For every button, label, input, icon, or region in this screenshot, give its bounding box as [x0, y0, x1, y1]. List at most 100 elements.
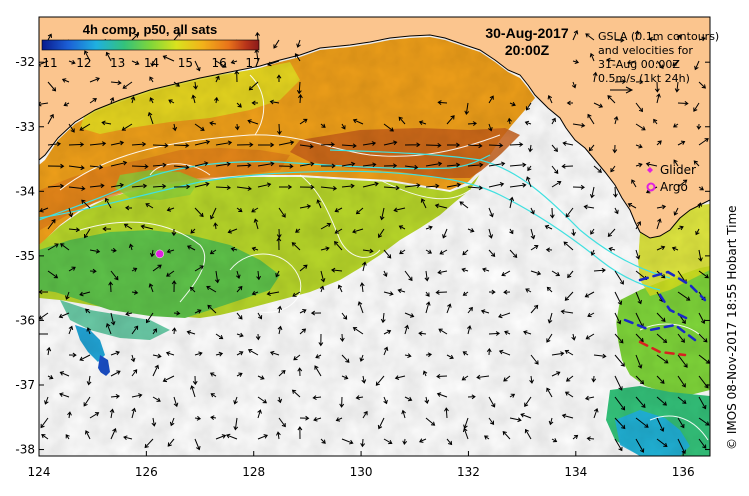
velocity-arrow: [435, 289, 448, 295]
velocity-arrow: [446, 142, 461, 148]
velocity-arrow: [104, 197, 112, 209]
velocity-arrow: [585, 333, 595, 340]
velocity-arrow: [606, 57, 616, 63]
velocity-arrow: [564, 291, 574, 301]
velocity-arrow: [320, 142, 335, 147]
velocity-arrow: [131, 407, 137, 419]
velocity-arrow: [562, 141, 574, 146]
velocity-arrow: [425, 142, 442, 148]
velocity-arrow: [672, 60, 679, 67]
velocity-arrow: [236, 207, 243, 213]
velocity-arrow: [696, 123, 702, 130]
velocity-arrow: [402, 438, 408, 445]
velocity-arrow: [67, 411, 72, 419]
velocity-arrow: [152, 162, 167, 168]
velocity-arrow: [339, 333, 345, 342]
velocity-arrow: [695, 228, 700, 236]
velocity-arrow: [380, 312, 386, 324]
velocity-arrow: [635, 79, 644, 85]
velocity-arrow: [614, 333, 624, 344]
velocity-arrow: [673, 159, 679, 167]
velocity-arrow: [291, 389, 301, 398]
velocity-arrow: [319, 285, 325, 293]
velocity-arrow: [320, 270, 326, 283]
argo-marker: [155, 249, 165, 259]
velocity-arrow: [68, 142, 85, 147]
velocity-arrow: [236, 142, 254, 148]
velocity-arrow: [383, 291, 394, 296]
velocity-arrow: [635, 396, 646, 409]
velocity-arrow: [677, 140, 686, 146]
velocity-arrow: [149, 76, 154, 83]
velocity-arrow: [173, 32, 181, 41]
velocity-arrow: [194, 415, 202, 421]
velocity-arrow: [194, 207, 204, 218]
velocity-arrow: [404, 324, 410, 335]
colorbar-title: 4h comp, p50, all sats: [83, 22, 217, 37]
velocity-arrow: [40, 417, 49, 429]
velocity-arrow: [677, 417, 685, 429]
velocity-arrow: [571, 333, 577, 341]
velocity-arrow: [607, 95, 616, 104]
velocity-arrow: [190, 228, 196, 234]
velocity-arrow: [315, 354, 322, 359]
velocity-arrow: [608, 246, 616, 252]
velocity-arrow: [251, 100, 259, 106]
velocity-arrow: [257, 396, 268, 404]
velocity-arrow: [320, 222, 332, 230]
velocity-arrow: [233, 396, 238, 405]
annotation-line-2: and velocities for: [598, 44, 693, 57]
velocity-arrow: [698, 312, 706, 324]
velocity-arrow: [251, 207, 259, 213]
velocity-arrow: [551, 270, 561, 277]
velocity-arrow: [501, 270, 511, 277]
velocity-arrow: [462, 291, 469, 296]
velocity-arrow: [60, 243, 70, 251]
velocity-arrow: [614, 396, 626, 411]
velocity-arrow: [673, 207, 679, 216]
annotation-line-4: 0.5m/s (1kt 24h): [598, 72, 690, 85]
velocity-arrow: [173, 143, 190, 148]
velocity-arrow: [437, 269, 448, 275]
argo-legend-label: Argo: [660, 180, 688, 194]
velocity-arrow: [131, 60, 140, 66]
velocity-arrow: [235, 270, 241, 279]
velocity-arrow: [341, 161, 356, 167]
velocity-arrow: [614, 375, 623, 391]
velocity-arrow: [698, 333, 708, 343]
velocity-arrow: [152, 396, 161, 402]
velocity-arrow: [614, 438, 623, 452]
velocity-arrow: [295, 228, 301, 233]
velocity-arrow: [110, 370, 121, 377]
velocity-arrow: [194, 161, 209, 167]
velocity-arrow: [383, 123, 394, 132]
velocity-arrow: [131, 325, 139, 335]
velocity-arrow: [488, 182, 505, 188]
velocity-arrow: [230, 246, 238, 252]
velocity-arrow: [79, 123, 91, 131]
velocity-arrow: [378, 228, 385, 238]
velocity-arrow: [68, 207, 74, 218]
colorbar-tick-label: 15: [178, 56, 193, 70]
velocity-arrow: [614, 207, 619, 215]
velocity-arrow: [83, 50, 91, 62]
velocity-arrow: [131, 290, 139, 295]
velocity-arrow: [121, 123, 133, 131]
velocity-arrow: [437, 100, 448, 105]
velocity-arrow: [564, 391, 574, 398]
velocity-arrow: [79, 354, 91, 361]
velocity-arrow: [442, 228, 448, 239]
velocity-arrow: [424, 396, 430, 405]
velocity-arrow: [291, 242, 301, 251]
velocity-arrow: [425, 161, 443, 167]
velocity-arrow: [359, 282, 365, 293]
velocity-arrow: [425, 225, 433, 231]
land-overlay: [39, 17, 710, 238]
velocity-arrow: [131, 164, 149, 169]
velocity-arrow: [47, 375, 54, 380]
timestamp-time: 20:00Z: [505, 42, 550, 58]
velocity-arrow: [677, 375, 686, 388]
velocity-arrow: [292, 291, 301, 297]
velocity-arrow: [257, 161, 275, 167]
velocity-arrow: [276, 431, 281, 440]
